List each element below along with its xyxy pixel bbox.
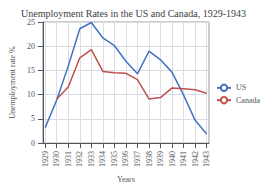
svg-text:1935: 1935 [110,151,119,167]
svg-text:Unemployment Rates in the US a: Unemployment Rates in the US and Canada,… [21,8,246,19]
svg-text:1937: 1937 [133,151,142,167]
svg-text:25: 25 [27,18,35,27]
svg-text:Canada: Canada [236,96,260,105]
svg-text:1940: 1940 [168,151,177,167]
svg-text:Unemployment rate %: Unemployment rate % [8,46,17,119]
svg-text:1929: 1929 [41,151,50,167]
svg-text:1943: 1943 [202,151,211,167]
svg-text:1938: 1938 [145,151,154,167]
svg-text:1931: 1931 [64,151,73,167]
svg-text:Years: Years [117,175,135,184]
svg-text:US: US [236,83,246,92]
svg-text:20: 20 [27,42,35,51]
svg-text:1934: 1934 [98,151,107,167]
svg-text:1932: 1932 [75,151,84,167]
svg-text:1930: 1930 [52,151,61,167]
svg-text:1936: 1936 [121,151,130,167]
svg-text:0: 0 [31,139,35,148]
svg-text:10: 10 [27,90,35,99]
svg-text:1941: 1941 [179,151,188,167]
svg-text:1939: 1939 [156,151,165,167]
svg-text:1942: 1942 [191,151,200,167]
svg-text:15: 15 [27,66,35,75]
svg-text:5: 5 [31,114,35,123]
svg-text:1933: 1933 [87,151,96,167]
